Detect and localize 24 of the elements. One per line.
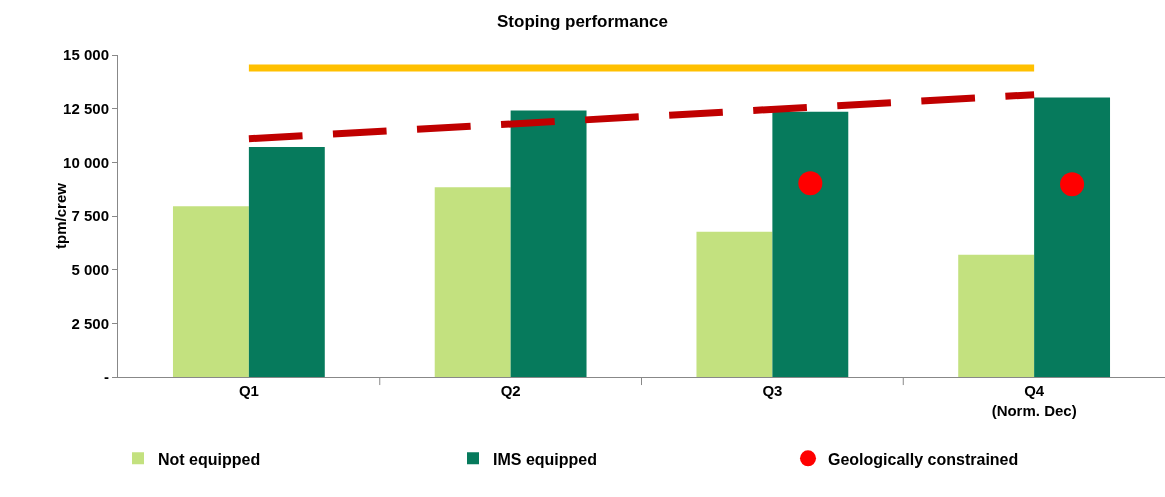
y-tick-label: 12 500 — [63, 99, 109, 117]
bar — [958, 254, 1035, 377]
x-tick-label: Q2 — [500, 382, 521, 399]
x-tick-label: Q4 (Norm. Dec) — [991, 382, 1077, 419]
bar — [510, 110, 587, 377]
bar — [772, 111, 849, 377]
chart-title: Stoping performance — [497, 11, 668, 31]
legend-label: Not equipped — [158, 450, 261, 468]
bar — [172, 206, 249, 377]
x-tick-label: Q3 — [762, 382, 783, 399]
y-tick-label: 10 000 — [63, 153, 109, 171]
y-tick-label: 15 000 — [63, 46, 109, 64]
legend-label: Geologically constrained — [828, 450, 1019, 468]
y-tick-label: 2 500 — [71, 314, 109, 332]
y-axis-title: tpm/crew — [52, 182, 70, 249]
y-tick-label: - — [104, 368, 109, 386]
x-tick-label: Q1 — [238, 382, 259, 399]
y-tick-label: 7 500 — [71, 207, 109, 225]
bar — [696, 231, 773, 377]
bar — [434, 187, 511, 377]
legend-label: IMS equipped — [493, 450, 597, 468]
bar — [1034, 97, 1111, 377]
bar — [248, 146, 325, 377]
y-tick-label: 5 000 — [71, 260, 109, 278]
